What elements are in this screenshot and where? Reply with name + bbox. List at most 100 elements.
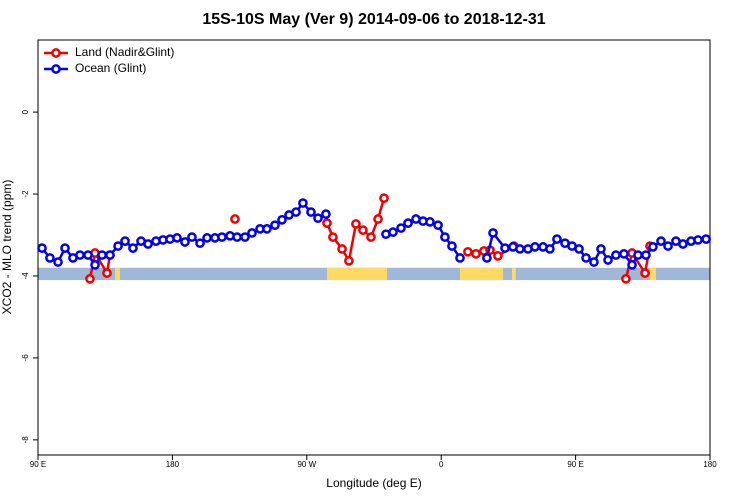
legend-marker xyxy=(51,64,61,74)
point xyxy=(60,243,70,253)
y-tick-label: -6 xyxy=(21,354,30,362)
land-band xyxy=(511,267,516,281)
point xyxy=(433,220,443,231)
point xyxy=(232,232,242,242)
point xyxy=(291,207,301,217)
point xyxy=(53,257,63,267)
point xyxy=(120,236,130,247)
point xyxy=(515,244,525,254)
point xyxy=(322,218,332,228)
point xyxy=(552,234,562,244)
point xyxy=(75,250,85,260)
point xyxy=(611,250,621,260)
point xyxy=(90,260,100,270)
point xyxy=(545,244,555,254)
point xyxy=(143,239,153,249)
point xyxy=(313,213,323,224)
point xyxy=(633,250,643,260)
chart-title: 15S-10S May (Ver 9) 2014-09-06 to 2018-1… xyxy=(202,11,545,28)
point xyxy=(358,225,368,235)
point xyxy=(581,253,591,263)
point xyxy=(328,232,338,242)
plot-frame xyxy=(37,39,711,456)
point xyxy=(373,214,383,224)
point xyxy=(262,224,272,234)
y-tick-label: -2 xyxy=(21,190,30,198)
point xyxy=(230,214,240,224)
point xyxy=(113,241,123,251)
x-tick-label: 180 xyxy=(166,460,180,469)
point xyxy=(270,220,280,231)
point xyxy=(344,255,354,266)
point xyxy=(172,233,182,243)
point xyxy=(388,227,398,237)
x-axis-title: Longitude (deg E) xyxy=(326,476,421,490)
y-axis-title: XCO2 - MLO trend (ppm) xyxy=(0,180,14,315)
point xyxy=(321,209,331,219)
point xyxy=(493,251,503,261)
point xyxy=(656,236,666,247)
point xyxy=(306,207,316,217)
land-band xyxy=(649,267,656,281)
point xyxy=(648,242,658,252)
point xyxy=(195,238,205,249)
point xyxy=(102,268,112,278)
point xyxy=(337,244,347,254)
point xyxy=(180,237,190,247)
y-tick-label: -8 xyxy=(21,436,30,444)
point xyxy=(663,241,673,251)
point xyxy=(589,257,599,267)
x-tick-label: 90 E xyxy=(30,460,46,469)
point xyxy=(500,243,510,253)
point xyxy=(621,273,631,284)
point xyxy=(701,234,711,244)
point xyxy=(379,193,389,203)
point xyxy=(455,253,465,263)
x-tick-label: 0 xyxy=(439,460,444,469)
point xyxy=(45,253,55,263)
point xyxy=(530,242,540,252)
land-band xyxy=(115,267,120,281)
point xyxy=(105,250,115,260)
point xyxy=(298,198,308,208)
point xyxy=(574,244,584,254)
point xyxy=(678,239,688,249)
point xyxy=(83,250,93,260)
legend-label: Ocean (Glint) xyxy=(75,61,146,75)
point xyxy=(277,214,287,225)
point xyxy=(603,255,613,265)
point xyxy=(640,268,650,278)
point xyxy=(37,243,47,253)
x-tick-label: 180 xyxy=(703,460,717,469)
point xyxy=(440,232,450,242)
land-band xyxy=(460,267,504,281)
y-tick-label: 0 xyxy=(21,109,30,114)
point xyxy=(447,241,457,251)
point xyxy=(693,235,703,245)
point xyxy=(403,218,413,228)
point xyxy=(619,248,629,259)
point xyxy=(596,244,606,254)
point xyxy=(488,228,498,238)
point xyxy=(247,228,257,238)
land-band xyxy=(326,267,387,281)
point xyxy=(187,232,197,242)
point xyxy=(425,217,435,227)
point xyxy=(85,273,95,284)
point xyxy=(463,246,473,257)
point xyxy=(627,260,637,270)
x-tick-label: 90 W xyxy=(297,460,316,469)
point xyxy=(240,232,250,242)
point xyxy=(217,232,227,242)
point xyxy=(366,232,376,242)
point xyxy=(128,243,138,253)
point xyxy=(202,233,212,243)
x-tick-label: 90 E xyxy=(567,460,583,469)
point xyxy=(351,219,361,229)
point xyxy=(471,248,481,259)
point xyxy=(641,250,651,260)
point xyxy=(396,223,406,233)
legend-label: Land (Nadir&Glint) xyxy=(75,45,174,59)
legend-marker xyxy=(51,48,61,58)
